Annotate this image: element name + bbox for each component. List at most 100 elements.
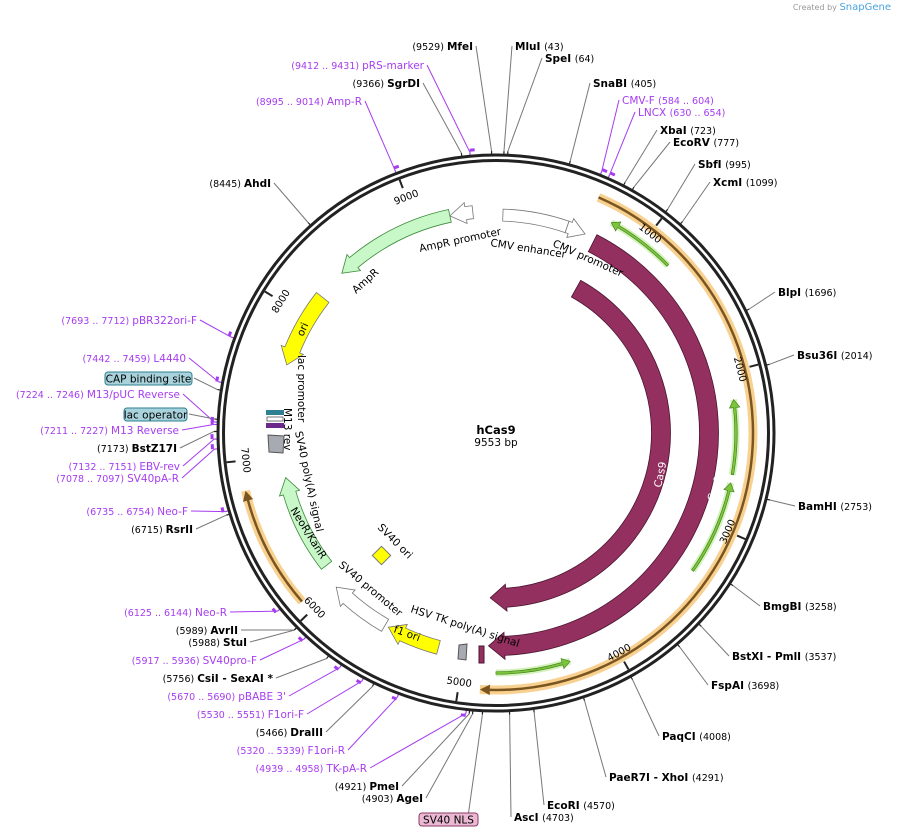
credit-prefix: Created by (792, 3, 837, 12)
primer-label[interactable]: (5530 .. 5551) F1ori-F (197, 709, 304, 721)
primer-label[interactable]: (7224 .. 7246) M13/pUC Reverse (16, 389, 180, 401)
sv40-polya-feature[interactable] (267, 434, 285, 454)
enzyme-site-label[interactable]: (5989) AvrII (176, 625, 238, 637)
primer-label[interactable]: (7442 .. 7459) L4440 (83, 353, 186, 365)
enzyme-site-label[interactable]: (9366) SgrDI (353, 78, 421, 90)
enzyme-site-label[interactable]: (4921) PmeI (335, 781, 399, 793)
green-arrow[interactable] (610, 221, 670, 267)
primer-label[interactable]: (5917 .. 5936) SV40pro-F (132, 655, 257, 667)
sv40-ori-feature[interactable] (371, 545, 392, 566)
enzyme-position: (43) (544, 42, 564, 53)
enzyme-site-label[interactable]: SpeI (64) (545, 53, 594, 65)
primer-label[interactable]: (6125 .. 6144) Neo-R (124, 607, 227, 619)
enzyme-site-label[interactable]: Bsu36I (2014) (797, 350, 873, 362)
lac-promoter-marks[interactable] (266, 410, 284, 428)
enzyme-site-label[interactable]: XbaI (723) (660, 125, 716, 137)
primer-mark (393, 164, 400, 170)
enzyme-site-label[interactable]: (9529) MfeI (412, 41, 473, 53)
primer-label[interactable]: (6735 .. 6754) Neo-F (86, 506, 188, 518)
primer-label[interactable]: (4939 .. 4958) TK-pA-R (255, 763, 367, 775)
enzyme-name: BmgBI (763, 601, 805, 613)
label-cas9-inner: Cas9 (652, 461, 669, 489)
primer-label[interactable]: (7693 .. 7712) pBR322ori-F (61, 315, 197, 327)
enzyme-site-label[interactable]: BamHI (2753) (798, 501, 872, 513)
enzyme-leader (624, 129, 658, 183)
feature-ampr-promoter[interactable] (449, 201, 474, 225)
primer-leader (229, 610, 278, 613)
green-arrow[interactable] (728, 399, 741, 476)
enzyme-site-label[interactable]: (5756) CsiI - SexAI * (163, 673, 274, 685)
green-arrow[interactable] (495, 658, 571, 675)
enzyme-name: Bsu36I (797, 350, 841, 362)
enzyme-leader (632, 679, 660, 737)
enzyme-site-label[interactable]: PaqCI (4008) (662, 731, 731, 743)
feature-cas9[interactable] (489, 279, 671, 613)
enzyme-site-label[interactable]: SbfI (995) (698, 159, 751, 171)
tick-mark (455, 692, 459, 702)
primer-label[interactable]: LNCX (630 .. 654) (638, 107, 725, 119)
feature-ampr[interactable] (341, 209, 452, 274)
enzyme-site-label[interactable]: (8445) AhdI (209, 178, 271, 190)
enzyme-position: (5988) (188, 638, 223, 649)
enzyme-position: (2014) (841, 351, 873, 362)
feature-cas9[interactable] (487, 234, 719, 661)
enzyme-site-label[interactable]: BlpI (1696) (778, 287, 836, 299)
enzyme-leader (273, 182, 309, 223)
enzyme-name: BstZ17I (132, 443, 177, 455)
tick-mark (623, 661, 630, 670)
enzyme-site-label[interactable]: (5988) StuI (188, 637, 247, 649)
primer-label[interactable]: (5320 .. 5339) F1ori-R (237, 745, 345, 757)
feature-neor-kanr[interactable] (278, 476, 333, 570)
enzyme-site-label[interactable]: (4903) AgeI (362, 793, 423, 805)
feature-tag-label[interactable]: CAP binding site (106, 374, 192, 386)
enzyme-site-label[interactable]: (6715) RsrII (131, 524, 193, 536)
feature-tag-label[interactable]: lac operator (124, 410, 188, 422)
feature-tag-box[interactable] (104, 371, 193, 386)
feature-f1-ori[interactable] (387, 623, 441, 655)
enzyme-site-label[interactable]: FspAI (3698) (711, 680, 779, 692)
enzyme-site-label[interactable]: SnaBI (405) (593, 78, 656, 90)
enzyme-site-label[interactable]: (5466) DraIII (256, 727, 323, 739)
enzyme-site-label[interactable]: BmgBI (3258) (763, 601, 837, 613)
primer-leader (190, 510, 226, 513)
primer-label[interactable]: (7132 .. 7151) EBV-rev (68, 461, 180, 473)
enzyme-site-label[interactable]: EcoRI (4570) (547, 800, 615, 812)
feature-tag-label[interactable]: SV40 NLS (423, 815, 474, 827)
enzyme-site-label[interactable]: PaeR7I - XhoI (4291) (609, 772, 724, 784)
primer-leader (199, 319, 232, 338)
feature-tag-box[interactable] (123, 407, 188, 422)
feature-cmv-promoter[interactable] (564, 217, 586, 238)
enzyme-name: BamHI (798, 501, 840, 513)
primer-label[interactable]: (7211 .. 7227) M13 Reverse (40, 425, 179, 437)
enzyme-site-label[interactable]: AscI (4703) (514, 812, 574, 824)
enzyme-site-label[interactable]: MluI (43) (515, 41, 564, 53)
primer-mark (460, 713, 466, 717)
primer-mark (297, 636, 304, 642)
primer-label[interactable]: (7078 .. 7097) SV40pA-R (56, 473, 179, 485)
primer-label[interactable]: (5670 .. 5690) pBABE 3' (167, 691, 286, 703)
enzyme-site-label[interactable]: EcoRV (777) (673, 137, 739, 149)
enzyme-leader (509, 714, 512, 818)
orange-band-arrow[interactable] (242, 490, 303, 603)
enzyme-leader (503, 45, 513, 152)
feature-tag-box[interactable] (418, 812, 479, 827)
enzyme-position: (4903) (362, 794, 397, 805)
enzyme-site-label[interactable]: BstXI - PmlI (3537) (732, 651, 836, 663)
primer-label[interactable]: CMV-F (584 .. 604) (622, 95, 714, 107)
enzyme-leader (533, 712, 545, 806)
primer-label[interactable]: (9412 .. 9431) pRS-marker (291, 60, 424, 72)
tick-mark (655, 217, 663, 227)
feature-tag-leader (468, 714, 483, 814)
green-arrow[interactable] (691, 482, 735, 572)
primer-label[interactable]: (8995 .. 9014) Amp-R (256, 96, 362, 108)
hsv-tk-polya-feature[interactable] (457, 643, 468, 661)
feature-ori[interactable] (280, 291, 330, 366)
primer-range: (8995 .. 9014) (256, 97, 327, 108)
enzyme-site-label[interactable]: (7173) BstZ17I (97, 443, 177, 455)
tick-mark (398, 179, 404, 189)
feature-cmv-enhancer[interactable] (502, 208, 570, 234)
enzyme-position: (995) (725, 160, 751, 171)
sv40-nls-feature-mark[interactable] (478, 645, 485, 664)
enzyme-site-label[interactable]: XcmI (1099) (713, 177, 777, 189)
feature-sv40-promoter[interactable] (335, 586, 390, 632)
